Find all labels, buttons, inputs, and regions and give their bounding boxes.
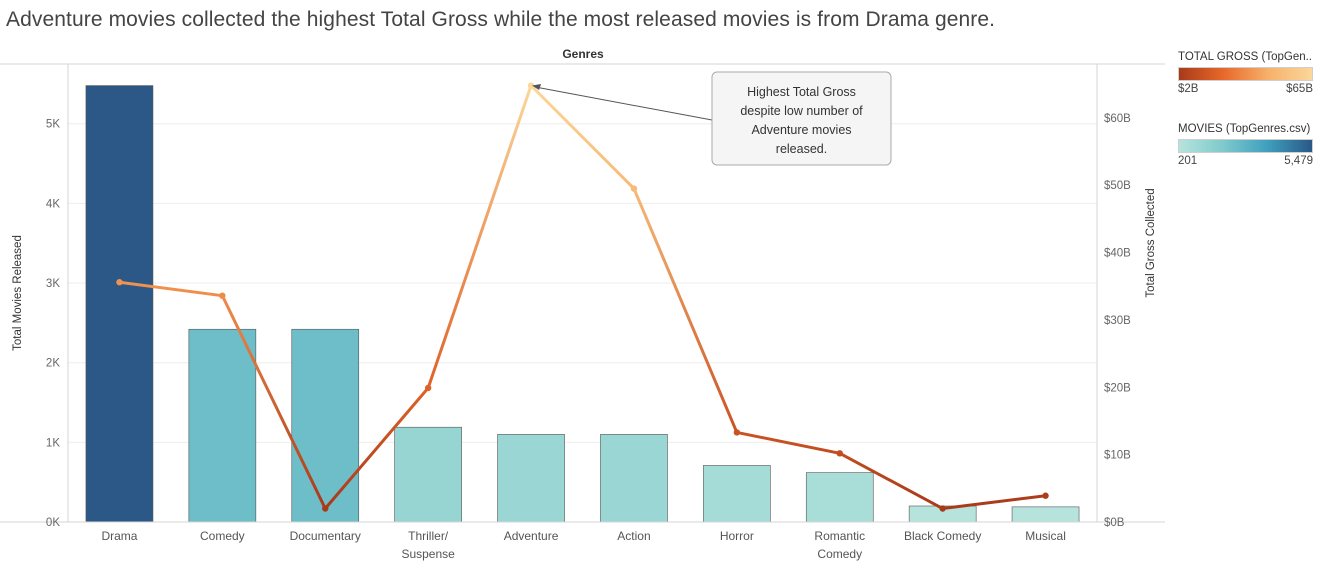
y2-tick-label: $10B [1104,450,1131,462]
bar-1[interactable] [188,328,257,523]
bar-series [85,85,1080,523]
legend-total-gross-title: TOTAL GROSS (TopGen.. [1178,51,1312,63]
annotation-text: Adventure movies [751,123,851,137]
line-segment [529,84,636,191]
y2-tick-label: $30B [1104,315,1131,327]
y-tick-label: 3K [46,278,60,290]
annotation-arrowhead [532,84,542,91]
legend-movies-max: 5,479 [1284,155,1313,167]
legend-movies-min: 201 [1178,155,1198,167]
line-segment [117,280,224,298]
x-tick-label: Thriller/ [408,529,449,543]
y-tick-label: 5K [46,119,60,131]
bar-6[interactable] [703,465,771,523]
x-tick-label: Black Comedy [904,529,981,543]
line-point-0[interactable] [116,279,123,286]
combo-chart: Genres 0K 1K 2K 3K 4K 5K $0B $10B $20B $30B $40B $5… [0,47,1165,561]
legend-total-gross-min: $2B [1178,83,1199,95]
chart-title: Adventure movies collected the highest T… [6,8,996,31]
x-tick-label: Musical [1025,529,1066,543]
annotation: Highest Total Gross despite low number of… [532,71,892,166]
x-tick-label: Comedy [817,547,862,561]
bar-2[interactable] [291,328,360,523]
line-segment [220,294,327,511]
legend-movies: MOVIES (TopGenres.csv) 201 5,479 [1178,123,1313,167]
x-tick-label: Action [617,529,650,543]
line-point-2[interactable] [322,505,329,512]
x-tick-label: Suspense [401,547,455,561]
line-point-1[interactable] [219,292,226,299]
legend-total-gross: TOTAL GROSS (TopGen.. $2B $65B [1178,51,1313,95]
line-point-8[interactable] [939,505,946,512]
annotation-text: released. [776,142,827,156]
line-segment [323,386,430,511]
bar-7[interactable] [805,472,874,523]
bar-0[interactable] [85,85,154,523]
legend-total-gross-ramp [1178,67,1313,81]
bar-4[interactable] [497,434,565,523]
bar-3[interactable] [394,426,462,523]
line-segment [735,430,842,455]
bar-9[interactable] [1011,506,1080,523]
line-point-5[interactable] [630,185,638,192]
x-tick-label: Documentary [290,529,361,543]
bar-5[interactable] [600,434,668,523]
legend-total-gross-max: $65B [1286,83,1313,95]
y2-tick-label: $60B [1104,113,1131,125]
y2-tick-label: $50B [1104,180,1131,192]
axes: 0K 1K 2K 3K 4K 5K $0B $10B $20B $30B $40B $50B $60B T… [0,63,1165,561]
y2-axis-title: Total Gross Collected [1145,188,1157,297]
line-series [116,82,1049,512]
y-tick-label: 0K [46,517,60,529]
x-tick-label: Comedy [200,529,245,543]
line-segment [941,494,1048,511]
x-tick-label: Adventure [504,529,559,543]
x-tick-label: Romantic [814,529,865,543]
line-point-7[interactable] [836,450,843,457]
line-segment [838,451,945,511]
y-axis-title: Total Movies Released [12,235,24,351]
legend-movies-title: MOVIES (TopGenres.csv) [1178,123,1311,135]
y-tick-label: 1K [46,437,60,449]
line-point-3[interactable] [424,384,432,392]
annotation-box [711,71,892,166]
annotation-text: Highest Total Gross [747,85,856,99]
legend-movies-ramp [1178,139,1313,153]
y-tick-label: 4K [46,198,60,210]
y2-tick-label: $20B [1104,382,1131,394]
y2-tick-label: $0B [1104,517,1125,529]
line-point-6[interactable] [733,429,741,436]
line-segment [426,84,533,390]
x-tick-label: Drama [101,529,137,543]
x-tick-label: Horror [720,529,754,543]
line-point-9[interactable] [1042,492,1049,499]
line-segment [632,187,739,434]
y-tick-label: 2K [46,358,60,370]
annotation-arrow [537,87,713,121]
column-header: Genres [562,47,604,61]
y2-tick-label: $40B [1104,248,1131,260]
line-point-4[interactable] [527,82,535,89]
annotation-text: despite low number of [740,104,863,118]
grid-lines [68,123,1097,443]
